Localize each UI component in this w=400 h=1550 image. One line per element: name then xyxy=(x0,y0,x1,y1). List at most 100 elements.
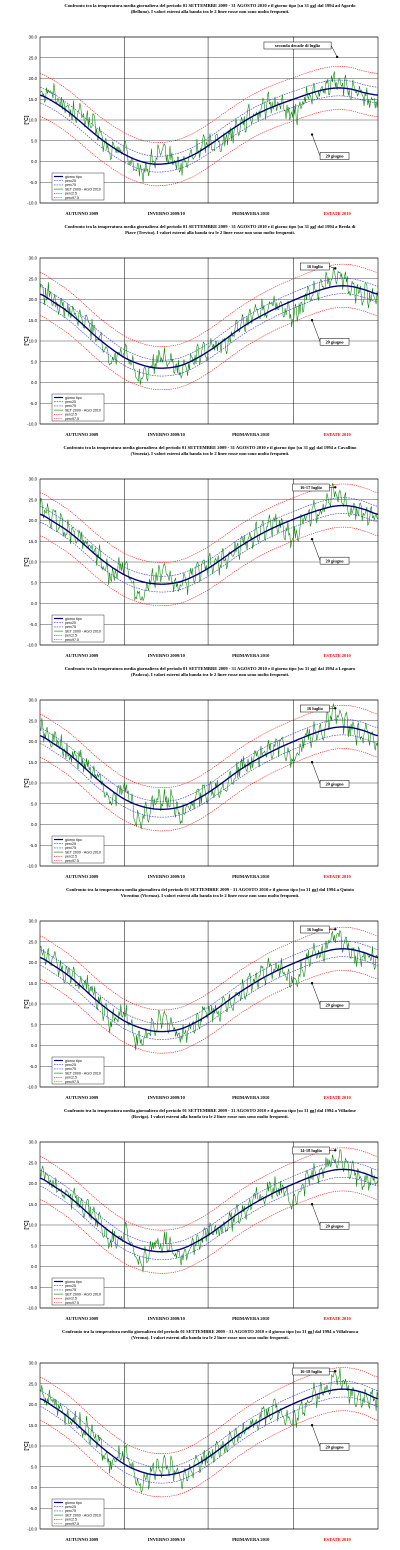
chart-title-line: Confronto tra la temperatura media giorn… xyxy=(64,224,356,229)
chart-svg: 30.0 25.0 20.0 15.0 10.0 5.0 0.0 -5.0 -10.0 [°C] A… xyxy=(24,1140,379,1321)
season-label: INVERNO 2009/10 xyxy=(148,432,186,437)
season-label: PRIMAVERA 2010 xyxy=(232,874,270,879)
chart-title-line: (Rovigo). I valori esterni alla banda tr… xyxy=(131,1114,289,1120)
y-tick-label: -10.0 xyxy=(27,201,37,206)
y-axis-label: [°C] xyxy=(24,778,30,787)
legend-label: perc25 xyxy=(65,1284,76,1288)
legend-label: perc97.5 xyxy=(65,638,79,642)
chart-panel: Confronto tra la temperatura media giorn… xyxy=(0,1105,400,1326)
annotation-box xyxy=(300,704,330,713)
chart-svg: 30.0 25.0 20.0 15.0 10.0 5.0 0.0 -5.0 -10.0 [°C] A… xyxy=(24,256,379,437)
chart-title: Confronto tra la temperatura media giorn… xyxy=(40,445,380,457)
season-label: ESTATE 2010 xyxy=(324,1537,352,1542)
perc25-line xyxy=(39,734,379,818)
annotation-box xyxy=(292,1367,330,1376)
perc2.5-line xyxy=(39,307,379,391)
annotation-label: 20 giugno xyxy=(325,339,344,344)
giorno-tipo-line xyxy=(39,726,379,811)
annotation-box xyxy=(319,1443,350,1451)
giorno-tipo-line xyxy=(39,1168,379,1253)
annotation-label: 20 giugno xyxy=(325,781,344,786)
legend-label: perc2.5 xyxy=(65,192,77,196)
y-tick-label: 30.0 xyxy=(29,1361,38,1366)
annotation-label: seconda decade di luglio xyxy=(275,43,321,48)
legend-label: SET 2009 - AGO 2010 xyxy=(65,1513,101,1517)
annotation-leader xyxy=(311,1204,321,1226)
y-tick-label: 15.0 xyxy=(29,539,38,544)
annotation-point xyxy=(310,133,314,136)
annotation-leader xyxy=(311,983,321,1005)
annotation-point xyxy=(335,55,339,59)
annotation-box xyxy=(319,338,350,346)
y-tick-label: -10.0 xyxy=(27,1306,37,1311)
annotation-leader xyxy=(311,762,321,784)
season-label: AUTUNNO 2009 xyxy=(65,1316,99,1321)
annotation-point xyxy=(310,537,314,541)
y-tick-label: 5.0 xyxy=(31,801,38,806)
legend-label: giorno tipo xyxy=(65,1501,82,1505)
y-tick-label: 20.0 xyxy=(29,739,38,744)
chart-title-line: Confronto tra la temperatura media giorn… xyxy=(64,1108,356,1113)
y-axis-label: [°C] xyxy=(24,115,30,124)
annotation-label: 20 giugno xyxy=(325,154,344,159)
annotation-point xyxy=(310,761,314,764)
perc25-line xyxy=(39,513,379,593)
annotation-point xyxy=(334,267,337,270)
y-tick-label: -10.0 xyxy=(27,422,37,427)
giorno-tipo-line xyxy=(39,1388,379,1476)
legend-label: perc2.5 xyxy=(65,634,77,638)
season-label: AUTUNNO 2009 xyxy=(65,211,99,216)
chart-title-line: Confronto tra la temperatura media giorn… xyxy=(63,445,357,450)
y-tick-label: 30.0 xyxy=(29,1140,38,1145)
annotation-label: 16 luglio xyxy=(307,264,324,269)
y-tick-label: 5.0 xyxy=(31,580,38,585)
y-tick-label: -5.0 xyxy=(30,1064,38,1069)
legend-box xyxy=(51,1498,105,1527)
y-tick-label: 25.0 xyxy=(29,1381,38,1386)
chart-panel: Confronto tra la temperatura media giorn… xyxy=(0,663,400,884)
season-label: ESTATE 2010 xyxy=(324,653,352,658)
y-tick-label: 5.0 xyxy=(31,1022,38,1027)
season-label: AUTUNNO 2009 xyxy=(65,432,99,437)
giorno-tipo-line xyxy=(39,285,379,369)
annotation-label: 20 giugno xyxy=(325,1223,344,1228)
season-label: INVERNO 2009/10 xyxy=(148,1537,186,1542)
y-tick-label: 10.0 xyxy=(29,1444,38,1449)
chart-panel: Confronto tra la temperatura media giorn… xyxy=(0,221,400,442)
perc25-line xyxy=(39,1396,379,1484)
season-label: PRIMAVERA 2010 xyxy=(232,1316,270,1321)
perc25-line xyxy=(39,293,379,377)
y-tick-label: -5.0 xyxy=(30,401,38,406)
chart-title-line: Confronto tra la temperatura media giorn… xyxy=(62,1329,358,1334)
y-tick-label: 0.0 xyxy=(31,380,38,385)
y-tick-label: -5.0 xyxy=(30,622,38,627)
annotation-point xyxy=(310,982,314,985)
y-tick-label: 25.0 xyxy=(29,1160,38,1165)
chart-panel: Confronto tra la temperatura media giorn… xyxy=(0,442,400,663)
legend-label: perc97.5 xyxy=(65,859,79,863)
chart-title-line: Piave (Treviso). I valori esterni alla b… xyxy=(125,230,295,236)
legend-label: perc2.5 xyxy=(65,1518,77,1522)
chart-svg: 30.0 25.0 20.0 15.0 10.0 5.0 0.0 -5.0 -10.0 [°C] A… xyxy=(24,698,379,879)
y-tick-label: 30.0 xyxy=(29,919,38,924)
season-label: PRIMAVERA 2010 xyxy=(232,211,270,216)
y-tick-label: 15.0 xyxy=(29,318,38,323)
season-label: INVERNO 2009/10 xyxy=(148,1316,186,1321)
annotation-label: 20 giugno xyxy=(325,1002,344,1007)
annotation-box xyxy=(300,262,330,271)
annotation-point xyxy=(334,1149,337,1152)
legend-label: giorno tipo xyxy=(65,617,82,621)
annotation-label: 16 luglio xyxy=(307,927,324,932)
annotation-box xyxy=(263,41,332,50)
perc25-line xyxy=(39,956,379,1040)
season-label: INVERNO 2009/10 xyxy=(148,653,186,658)
y-tick-label: -5.0 xyxy=(30,1285,38,1290)
annotation-leader xyxy=(311,134,321,157)
giorno-tipo-line xyxy=(39,504,379,585)
y-axis-label: [°C] xyxy=(24,1441,30,1450)
y-tick-label: -10.0 xyxy=(27,643,37,648)
legend-label: perc97.5 xyxy=(65,1080,79,1084)
y-axis-label: [°C] xyxy=(24,999,30,1008)
season-label: INVERNO 2009/10 xyxy=(148,211,186,216)
y-tick-label: 5.0 xyxy=(31,1464,38,1469)
